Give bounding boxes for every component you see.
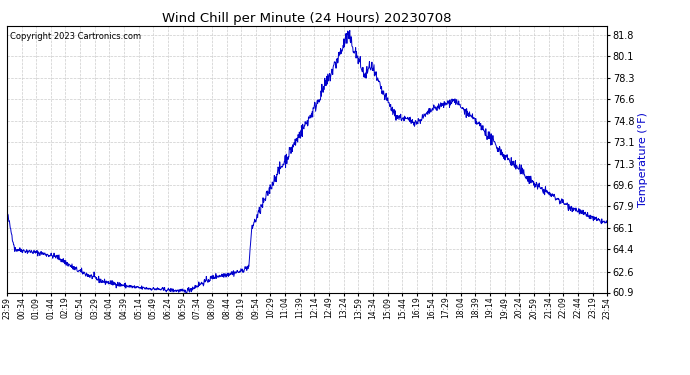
Text: Copyright 2023 Cartronics.com: Copyright 2023 Cartronics.com — [10, 32, 141, 40]
Y-axis label: Temperature (°F): Temperature (°F) — [638, 112, 649, 207]
Title: Wind Chill per Minute (24 Hours) 20230708: Wind Chill per Minute (24 Hours) 2023070… — [162, 12, 452, 25]
